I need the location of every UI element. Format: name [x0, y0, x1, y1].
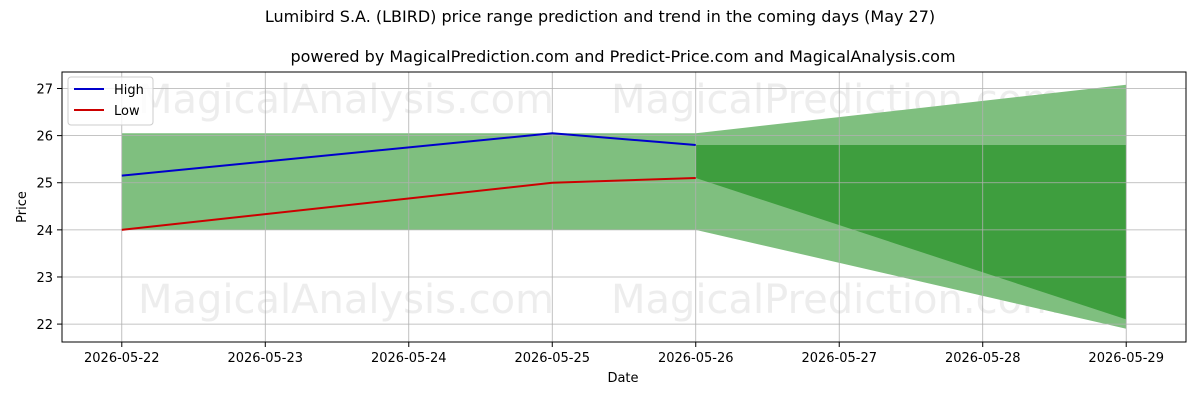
grid-lines	[62, 72, 1186, 342]
y-tick-label: 23	[36, 271, 53, 286]
plot-frame	[61, 71, 1187, 343]
x-tick-label: 2026-05-24	[371, 351, 447, 366]
x-tick-label: 2026-05-23	[227, 351, 303, 366]
y-axis-label: Price	[15, 191, 30, 223]
x-tick-label: 2026-05-27	[801, 351, 877, 366]
y-tick-label: 25	[36, 177, 53, 192]
x-tick-label: 2026-05-26	[658, 351, 734, 366]
x-axis-label: Date	[607, 371, 638, 386]
y-tick-label: 24	[36, 224, 53, 239]
legend-label-low: Low	[114, 104, 140, 119]
y-tick-label: 27	[36, 82, 53, 97]
y-axis-ticks: 22 23 24 25 26 27	[36, 82, 62, 333]
x-tick-label: 2026-05-28	[945, 351, 1021, 366]
series-lines	[121, 132, 696, 231]
x-tick-label: 2026-05-22	[84, 351, 160, 366]
prediction-band-2	[695, 145, 1127, 320]
x-tick-label: 2026-05-25	[514, 351, 590, 366]
y-tick-label: 22	[36, 318, 53, 333]
legend: High Low	[67, 76, 154, 126]
x-tick-label: 2026-05-29	[1088, 351, 1164, 366]
x-axis-ticks: 2026-05-22 2026-05-23 2026-05-24 2026-05-25…	[84, 342, 1164, 366]
legend-label-high: High	[114, 83, 144, 98]
chart-subtitle: powered by MagicalPrediction.com and Pre…	[290, 47, 955, 66]
y-tick-label: 26	[36, 130, 53, 145]
watermark-text: MagicalAnalysis.com	[138, 277, 554, 323]
watermark-text: MagicalAnalysis.com	[138, 77, 554, 123]
series-line-high	[121, 132, 696, 177]
series-line-low	[121, 177, 696, 231]
chart-title: Lumibird S.A. (LBIRD) price range predic…	[265, 7, 935, 26]
